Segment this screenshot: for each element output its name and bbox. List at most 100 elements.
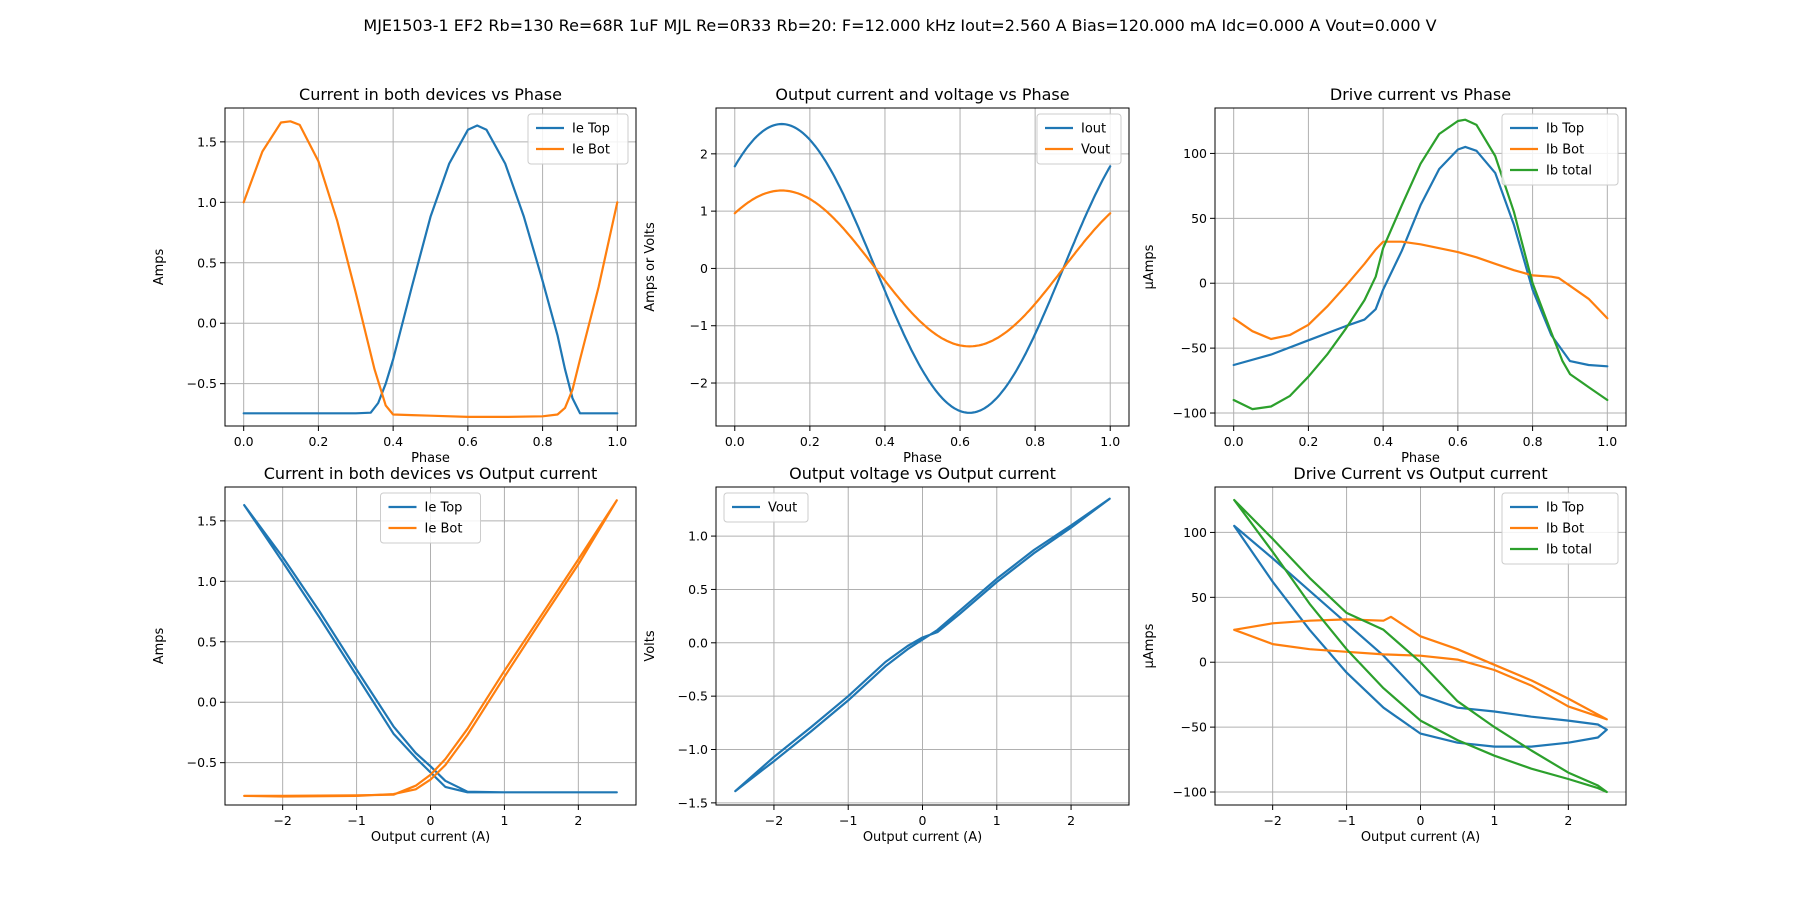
axes-frame <box>1214 107 1627 427</box>
subplot-grid: 0.0 0.2 0.4 0.6 0.8 1.0 −0.5 0.0 0.5 1.0 1.5 Curren… <box>152 85 1627 845</box>
y-tick-label: 0.0 <box>688 635 708 650</box>
y-tick-label: 50 <box>1191 590 1207 605</box>
x-tick-label: 0 <box>1417 813 1425 828</box>
y-tick-label: 1.5 <box>197 134 217 149</box>
legend-label-ib-top: Ib Top <box>1546 501 1584 516</box>
x-tick-label: 1 <box>500 813 508 828</box>
legend: Ie Top Ie Bot <box>527 113 629 165</box>
x-tick-label: 0.8 <box>1025 434 1045 449</box>
series-line-ie-top <box>243 504 618 794</box>
y-axis-label: µAmps <box>1142 244 1157 289</box>
y-tick-label: −1.5 <box>678 795 708 810</box>
y-axis-label: Volts <box>643 630 658 662</box>
x-axis-label: Phase <box>1401 451 1440 466</box>
y-tick-label: 50 <box>1191 211 1207 226</box>
x-tick-label: 0.0 <box>725 434 745 449</box>
legend-label-iout: Iout <box>1081 122 1106 137</box>
x-tick-label: 0.2 <box>1298 434 1318 449</box>
x-tick-label: −1 <box>839 813 857 828</box>
legend-frame <box>380 492 481 544</box>
subplot-5: −2 −1 0 1 2 −1.5 −1.0 −0.5 0.0 0.5 1.0 Output volta… <box>643 464 1130 845</box>
subplot-title: Drive Current vs Output current <box>1293 464 1547 483</box>
y-tick-label: 0 <box>1199 276 1207 291</box>
y-tick-label: 1.5 <box>197 513 217 528</box>
legend-label-ib-top: Ib Top <box>1546 122 1584 137</box>
x-tick-label: 1.0 <box>1597 434 1617 449</box>
legend: Ib Top Ib Bot Ib total <box>1501 492 1619 565</box>
x-axis-label: Phase <box>411 451 450 466</box>
y-tick-label: 1.0 <box>688 529 708 544</box>
x-tick-label: 0.4 <box>383 434 403 449</box>
y-tick-label: 0.5 <box>197 634 217 649</box>
y-tick-label: 0 <box>1199 655 1207 670</box>
x-tick-label: −2 <box>765 813 783 828</box>
y-tick-label: 0 <box>700 261 708 276</box>
legend-label-vout: Vout <box>1081 143 1110 158</box>
x-tick-label: 0.0 <box>1224 434 1244 449</box>
y-axis-label: Amps or Volts <box>643 222 658 312</box>
x-tick-label: 1.0 <box>1100 434 1120 449</box>
x-axis-label: Output current (A) <box>371 830 490 845</box>
series-line-ib-total <box>1233 498 1608 794</box>
x-tick-label: 0.4 <box>875 434 895 449</box>
subplot-title: Current in both devices vs Phase <box>299 85 562 104</box>
y-axis-label: Amps <box>152 248 167 285</box>
x-tick-label: 0.8 <box>1523 434 1543 449</box>
x-tick-label: 0.4 <box>1373 434 1393 449</box>
x-tick-label: 0 <box>919 813 927 828</box>
y-tick-label: 1.0 <box>197 195 217 210</box>
series-line-ie-bot <box>243 499 618 798</box>
y-tick-label: −2 <box>690 376 708 391</box>
axes-frame <box>224 107 637 427</box>
y-axis-label: Amps <box>152 627 167 664</box>
legend-label-ie-bot: Ie Bot <box>425 522 463 537</box>
series-group <box>733 122 1112 414</box>
x-axis-label: Phase <box>903 451 942 466</box>
x-axis-label: Output current (A) <box>1361 830 1480 845</box>
legend-label-ib-total: Ib total <box>1546 543 1592 558</box>
series-group <box>1233 498 1608 794</box>
legend-label-ib-total: Ib total <box>1546 164 1592 179</box>
x-tick-label: −1 <box>347 813 365 828</box>
x-tick-label: −2 <box>1263 813 1281 828</box>
legend-frame <box>723 492 809 523</box>
legend: Ib Top Ib Bot Ib total <box>1501 113 1619 186</box>
series-line-ie-bot <box>242 120 619 418</box>
x-tick-label: 0.2 <box>800 434 820 449</box>
series-group <box>242 120 619 418</box>
legend: Iout Vout <box>1036 113 1122 165</box>
y-axis-label: µAmps <box>1142 623 1157 668</box>
x-tick-label: 0.0 <box>234 434 254 449</box>
x-tick-label: 0.8 <box>533 434 553 449</box>
series-group <box>1232 118 1609 411</box>
legend-label-ie-top: Ie Top <box>425 501 463 516</box>
y-tick-label: 2 <box>700 146 708 161</box>
x-axis-label: Output current (A) <box>863 830 982 845</box>
series-line-ib-bot <box>1232 240 1609 341</box>
figure-suptitle: MJE1503-1 EF2 Rb=130 Re=68R 1uF MJL Re=0… <box>363 16 1436 35</box>
legend: Vout <box>723 492 809 523</box>
y-tick-label: 1 <box>700 204 708 219</box>
y-tick-label: 100 <box>1183 146 1207 161</box>
x-tick-label: −1 <box>1337 813 1355 828</box>
series-line-ib-bot <box>1233 615 1608 721</box>
series-line-ib-total <box>1232 118 1609 411</box>
x-tick-label: 1.0 <box>607 434 627 449</box>
legend: Ie Top Ie Bot <box>380 492 481 544</box>
x-tick-label: 1 <box>1490 813 1498 828</box>
y-tick-label: −50 <box>1181 341 1207 356</box>
y-tick-label: 100 <box>1183 525 1207 540</box>
x-tick-label: 2 <box>1067 813 1075 828</box>
x-tick-label: −2 <box>273 813 291 828</box>
y-tick-label: 0.0 <box>197 316 217 331</box>
x-tick-label: 0.6 <box>458 434 478 449</box>
y-tick-label: −50 <box>1181 720 1207 735</box>
subplot-title: Drive current vs Phase <box>1330 85 1511 104</box>
y-tick-label: 1.0 <box>197 574 217 589</box>
legend-frame <box>1501 492 1619 565</box>
subplot-1: 0.0 0.2 0.4 0.6 0.8 1.0 −0.5 0.0 0.5 1.0 1.5 Curren… <box>152 85 637 466</box>
series-group <box>243 499 618 798</box>
axes-frame <box>715 107 1130 427</box>
series-line-ie-top <box>242 124 619 415</box>
